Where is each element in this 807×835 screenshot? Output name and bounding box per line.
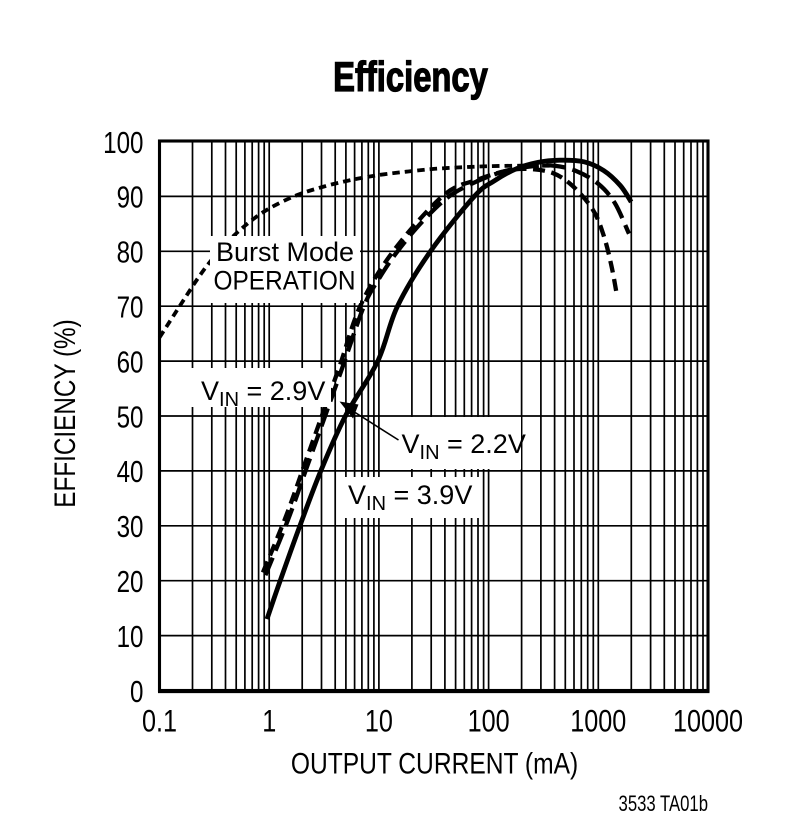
svg-text:0.1: 0.1 — [142, 704, 177, 739]
svg-text:Burst Mode: Burst Mode — [216, 237, 354, 267]
svg-text:50: 50 — [117, 399, 144, 434]
svg-text:90: 90 — [117, 180, 144, 215]
svg-text:EFFICIENCY (%): EFFICIENCY (%) — [48, 319, 82, 507]
svg-text:0: 0 — [130, 674, 143, 709]
svg-text:1: 1 — [262, 704, 276, 739]
svg-text:1000: 1000 — [570, 704, 626, 739]
svg-text:70: 70 — [117, 290, 144, 325]
svg-text:Efficiency: Efficiency — [333, 53, 488, 100]
svg-text:VIN = 2.9V: VIN = 2.9V — [201, 376, 325, 411]
svg-text:10000: 10000 — [673, 704, 743, 739]
svg-text:40: 40 — [117, 454, 144, 489]
svg-text:60: 60 — [117, 345, 144, 380]
svg-text:80: 80 — [117, 235, 144, 270]
svg-text:30: 30 — [117, 509, 144, 544]
svg-text:100: 100 — [103, 125, 143, 160]
svg-text:OPERATION: OPERATION — [214, 266, 356, 295]
svg-text:100: 100 — [468, 704, 510, 739]
svg-text:3533 TA01b: 3533 TA01b — [619, 792, 709, 817]
svg-text:OUTPUT CURRENT (mA): OUTPUT CURRENT (mA) — [291, 746, 578, 780]
svg-text:20: 20 — [117, 564, 144, 599]
svg-text:10: 10 — [365, 704, 393, 739]
svg-text:10: 10 — [117, 619, 144, 654]
